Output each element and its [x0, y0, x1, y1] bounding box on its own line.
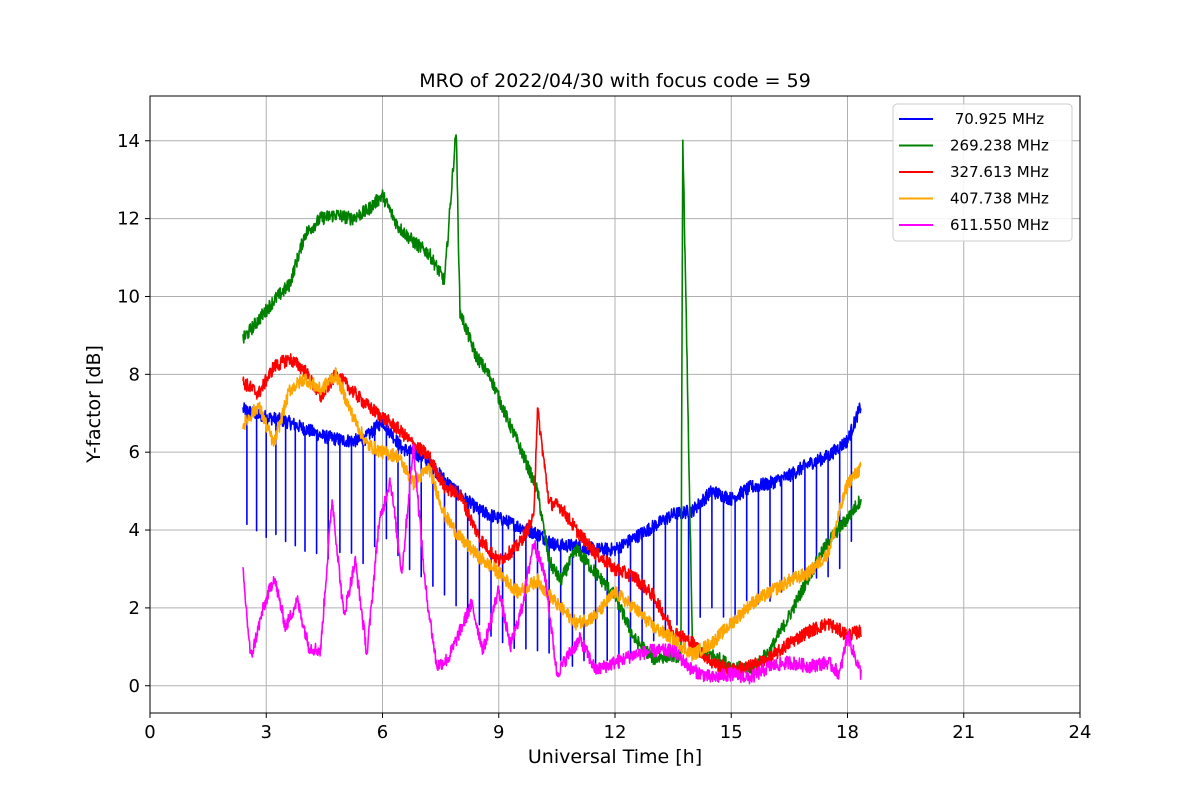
series-line: [242, 134, 862, 675]
legend-label: 269.238 MHz: [950, 137, 1049, 155]
legend-label: 407.738 MHz: [950, 190, 1049, 208]
y-tick-label: 14: [117, 131, 140, 152]
y-tick-label: 8: [129, 364, 140, 385]
x-tick-label: 6: [377, 722, 388, 743]
series-line: [242, 353, 862, 676]
y-tick-label: 4: [129, 520, 140, 541]
x-tick-label: 12: [604, 722, 627, 743]
x-tick-label: 18: [836, 722, 859, 743]
legend-label: 327.613 MHz: [950, 163, 1049, 181]
x-tick-label: 0: [144, 722, 155, 743]
legend-label: 611.550 MHz: [950, 216, 1049, 234]
y-tick-label: 12: [117, 209, 140, 230]
y-tick-label: 2: [129, 598, 140, 619]
series-layer: [242, 134, 862, 685]
legend-box: [892, 103, 1073, 242]
x-tick-label: 24: [1069, 722, 1092, 743]
x-axis-label: Universal Time [h]: [528, 746, 702, 768]
y-tick-label: 10: [117, 286, 140, 307]
y-tick-label: 6: [129, 442, 140, 463]
series-line: [242, 443, 862, 685]
chart-title: MRO of 2022/04/30 with focus code = 59: [419, 70, 811, 92]
y-axis-label: Y-factor [dB]: [83, 345, 105, 464]
legend: 70.925 MHz 269.238 MHz 327.613 MHz 407.738 …: [892, 103, 1073, 242]
x-tick-label: 3: [261, 722, 272, 743]
x-tick-label: 15: [720, 722, 743, 743]
series-line: [242, 402, 862, 669]
series-line: [242, 367, 862, 662]
y-tick-label: 0: [129, 676, 140, 697]
x-tick-label: 21: [952, 722, 975, 743]
x-tick-label: 9: [493, 722, 504, 743]
legend-label: 70.925 MHz: [950, 110, 1044, 128]
